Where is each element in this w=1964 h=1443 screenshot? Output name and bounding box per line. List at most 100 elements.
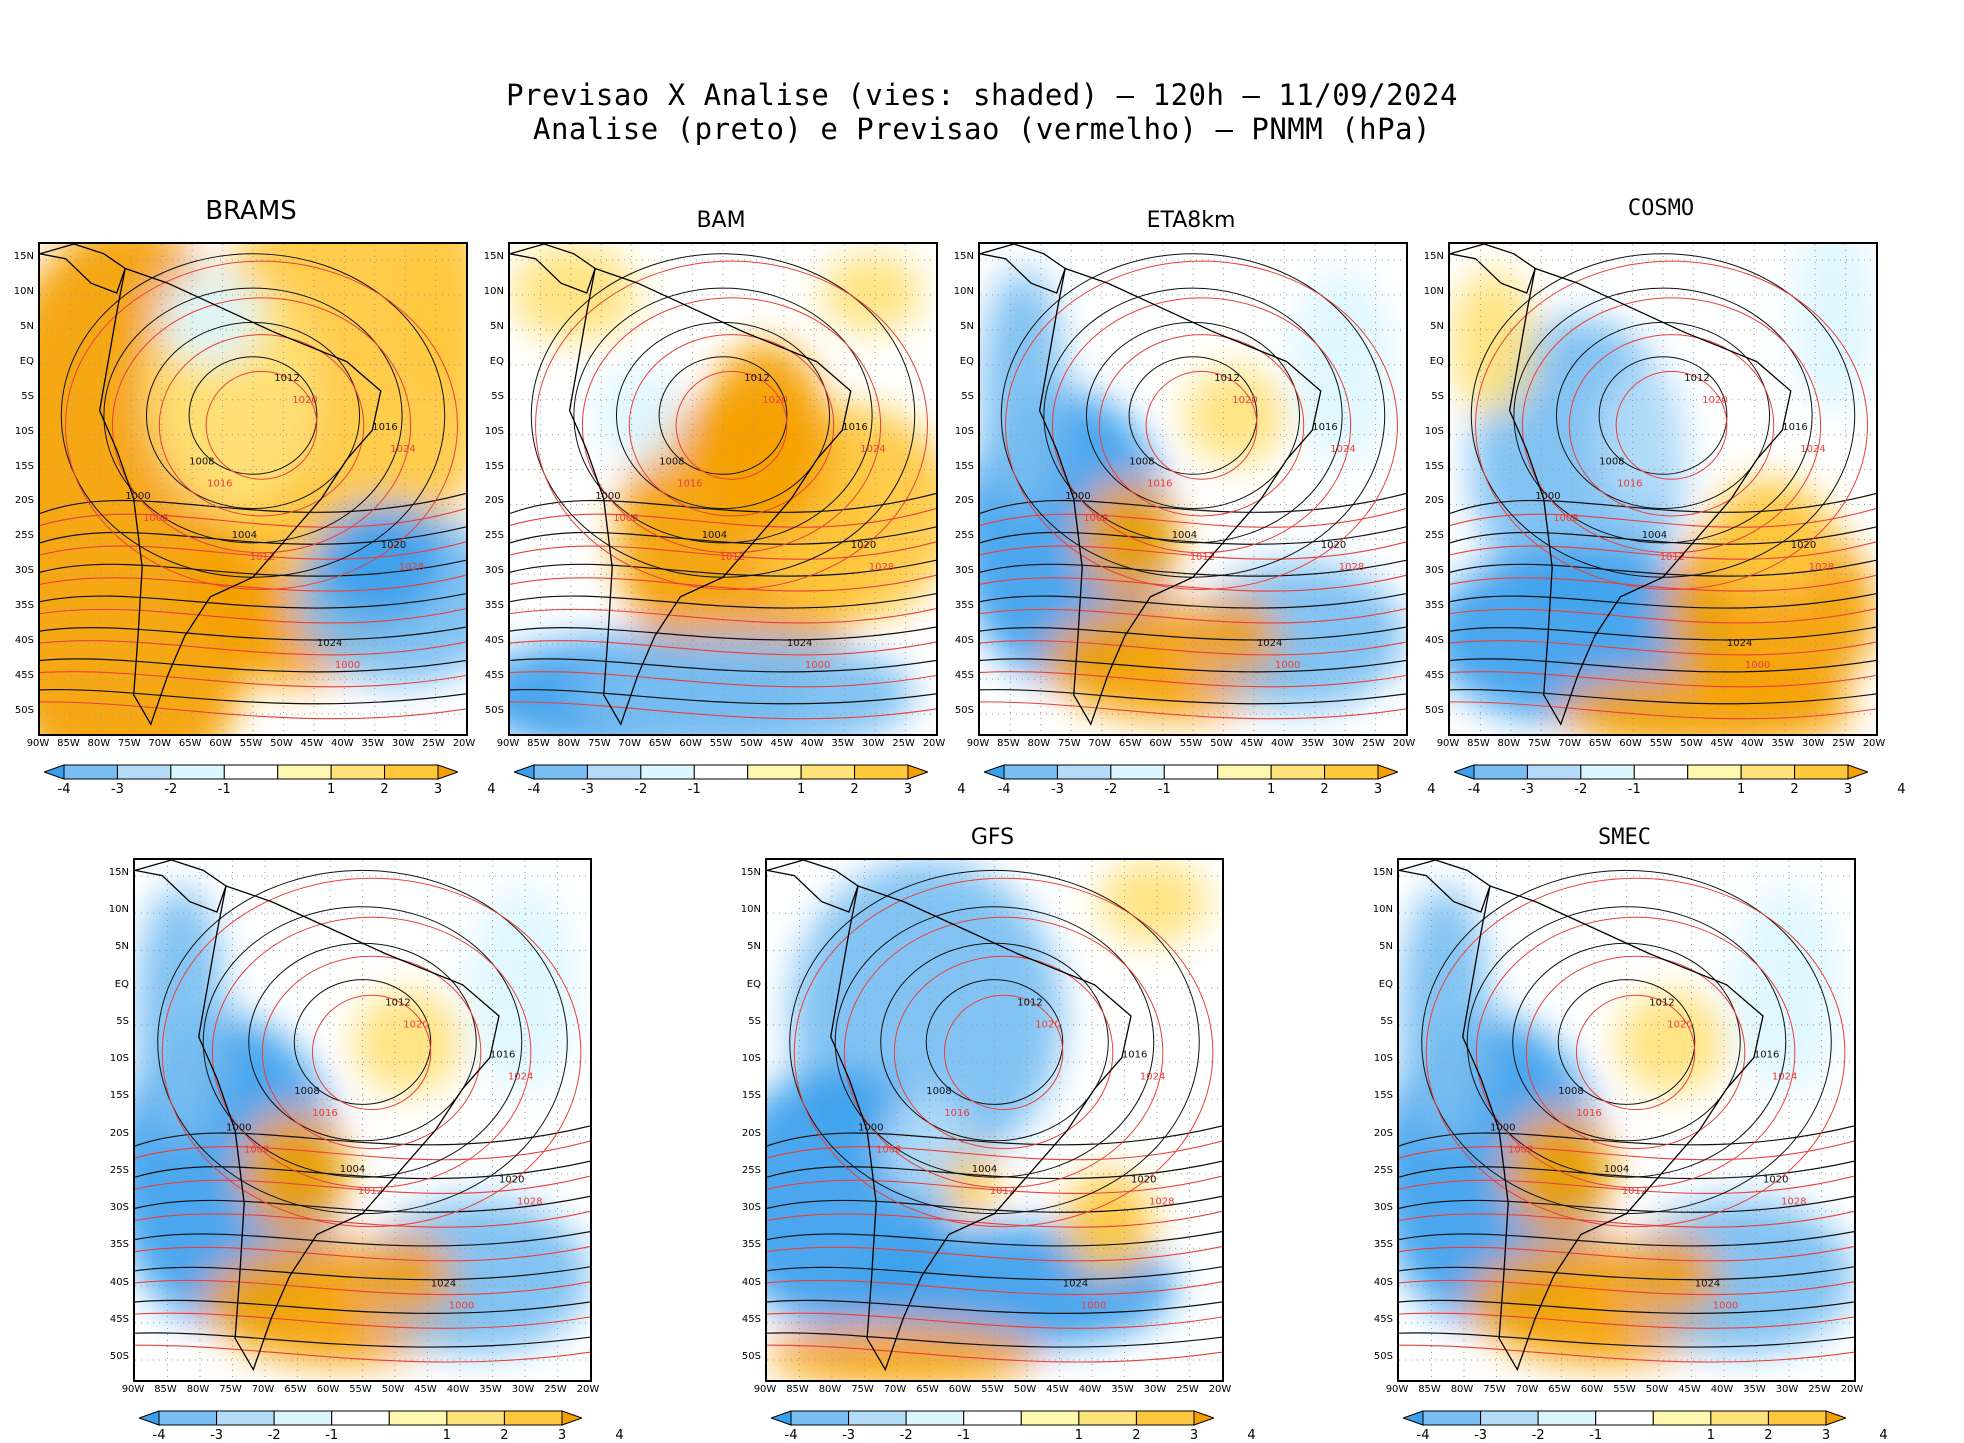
colorbar-tick-label: -2 [634,782,648,797]
forecast-isobar-label: 1024 [860,444,885,455]
lon-tick-label: 25W [1832,738,1855,749]
forecast-isobar-label: 1008 [244,1144,269,1155]
lat-tick-label: 20S [14,495,34,507]
colorbar-segment [747,764,802,780]
forecast-isobar-label: 1000 [1713,1300,1738,1311]
colorbar-segment [223,764,279,780]
lon-tick-label: 25W [1176,1384,1199,1395]
isobars [40,253,466,720]
isobar-labels: 1000 1008 1004 1012 1008 1016 1012 1020 1016 1024… [595,373,894,671]
coastline-south-america [98,267,382,726]
lat-tick-label: 45S [954,670,974,682]
lon-tick-label: 85W [997,738,1020,749]
colorbar-segment [503,1410,563,1426]
panel-title: COSMO [1627,196,1695,221]
coastline-south-america [830,885,1132,1372]
title-line-1: Previsao X Analise (vies: shaded) – 120h… [506,78,1458,112]
lat-tick-label: 40S [1424,635,1444,647]
lon-tick-label: 40W [1740,738,1764,749]
analysis-isobar-label: 1012 [1017,998,1042,1009]
lat-tick-label: 15S [1424,460,1444,472]
lat-tick-label: 45S [1424,670,1444,682]
forecast-isobar-label: 1016 [207,479,232,490]
analysis-isobar-label: 1016 [372,422,397,433]
panel-title: ETA8km [1146,208,1236,233]
lon-tick-label: 20W [452,738,476,749]
bias-blob [980,268,1066,514]
lon-tick-label: 90W [26,738,50,749]
colorbar-tick-label: 4 [1897,782,1906,797]
analysis-isobar-label: 1020 [851,540,876,551]
colorbar-segment [388,1410,448,1426]
forecast-isobar-label: 1024 [508,1072,533,1083]
colorbar-tick-label: -1 [217,782,231,797]
lat-tick-label: 50S [741,1351,761,1362]
colorbar-segment [170,764,225,780]
colorbar-segment [586,764,642,780]
lat-tick-label: 15N [740,867,761,878]
coastline-south-america [198,885,500,1372]
lat-tick-label: 50S [484,705,504,716]
coastline-south-america [1462,885,1764,1372]
analysis-isobar-label: 1020 [499,1174,524,1185]
colorbar-segment [533,764,588,780]
map-area: 1000 1008 1004 1012 1008 1016 1012 1020 1016 1024… [978,242,1408,736]
lon-tick-label: 20W [1840,1384,1864,1395]
colorbar-segment [1687,764,1742,780]
lat-tick-label: 30S [484,565,504,577]
forecast-isobar-label: 1028 [1809,562,1834,573]
lat-tick-label: 5S [1431,390,1444,402]
lat-tick-label: 50S [109,1351,129,1362]
lat-tick-label: 20S [1424,495,1444,507]
analysis-isobar-label: 1016 [1122,1050,1147,1061]
lon-tick-label: 30W [861,738,885,749]
lat-tick-label: 10N [1423,285,1444,297]
colorbar-tick-label: -4 [1467,782,1481,797]
lon-tick-label: 45W [770,738,794,749]
lat-tick-label: 35S [14,600,34,612]
lat-tick-label: 15N [1423,251,1444,262]
map-area: 1000 1008 1004 1012 1008 1016 1012 1020 1016 1024… [1397,858,1856,1382]
lon-tick-label: 20W [1862,738,1886,749]
colorbar-segment [640,764,695,780]
lat-tick-label: 20S [484,495,504,507]
lon-tick-label: 75W [1057,738,1081,749]
lat-tick-label: 25S [954,530,974,542]
forecast-isobar-label: 1008 [1508,1144,1533,1155]
lon-tick-label: 35W [361,738,385,749]
bias-blob [159,268,262,367]
forecast-isobar-label: 1020 [1232,395,1257,406]
forecast-isobar-label: 1000 [805,660,830,671]
lon-tick-label: 60W [1149,738,1172,749]
lon-tick-label: 85W [57,738,80,749]
lon-tick-label: 30W [1331,738,1355,749]
colorbar-segment [1324,764,1379,780]
lat-tick-label: 40S [954,635,974,647]
lon-tick-label: 70W [148,738,172,749]
forecast-isobar-label: 1016 [1147,479,1172,490]
forecast-isobar-label: 1012 [250,552,275,563]
analysis-isobar-label: 1012 [274,373,299,384]
lat-tick-label: 25S [109,1164,129,1176]
forecast-isobar-label: 1028 [517,1196,542,1207]
lon-tick-label: 25W [422,738,445,749]
lon-tick-label: 60W [209,738,232,749]
lon-tick-label: 70W [1515,1384,1539,1395]
analysis-isobar-label: 1008 [189,457,214,468]
analysis-isobar-label: 1004 [972,1164,997,1175]
bias-blob [316,503,445,622]
lat-tick-label: 45S [14,670,34,682]
forecast-isobar-label: 1000 [1081,1300,1106,1311]
isobar-labels: 1000 1008 1004 1012 1008 1016 1012 1020 1016 1024… [1490,998,1806,1312]
forecast-isobar-label: 1020 [292,395,317,406]
bias-blob [1790,244,1876,416]
lon-tick-label: 30W [511,1384,535,1395]
colorbar-segment [800,764,856,780]
lat-tick-label: 15S [741,1090,761,1102]
colorbar-segment [1078,1410,1137,1426]
bias-shading [980,268,1406,720]
lat-tick-label: EQ [1378,978,1393,990]
lon-tick-label: 55W [1649,738,1673,749]
lon-tick-label: 80W [186,1384,210,1395]
lat-lon-grid [40,244,466,734]
